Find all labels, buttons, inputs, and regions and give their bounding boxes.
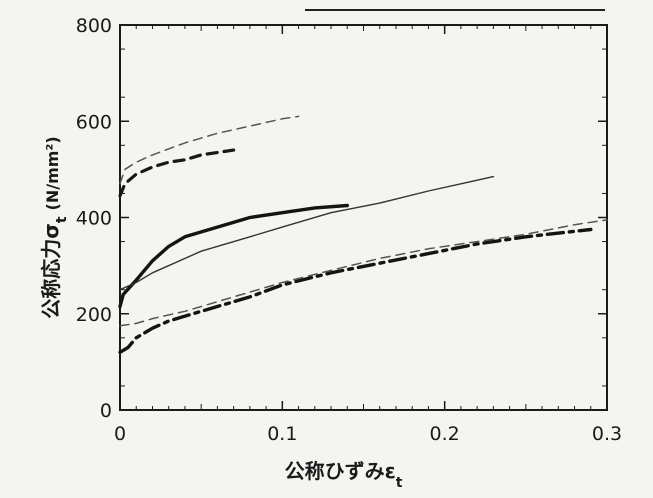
y-tick-label-0: 0	[100, 400, 112, 422]
y-axis-label-unit: (N/mm²)	[43, 136, 62, 210]
x-tick-label-1: 0.1	[267, 423, 297, 445]
series-line-2	[119, 175, 495, 291]
x-axis-label-text: 公称ひずみε	[285, 459, 396, 483]
ticks-layer: 0 200 400 600 800 0 0.1 0.2 0.3	[76, 15, 622, 445]
series-line-3	[119, 115, 300, 185]
x-tick-label-3: 0.3	[592, 423, 622, 445]
x-tick-label-0: 0	[114, 423, 126, 445]
plot-frame	[119, 24, 608, 411]
x-axis-label-subscript: t	[396, 475, 403, 491]
y-axis-label-subscript: t	[54, 216, 70, 223]
y-tick-label-400: 400	[76, 208, 112, 230]
y-axis-label: 公称応力σt (N/mm²)	[39, 136, 70, 319]
x-tick-label-2: 0.2	[430, 423, 460, 445]
y-tick-label-600: 600	[76, 111, 112, 133]
y-axis-label-text: 公称応力σ	[39, 223, 63, 319]
y-tick-label-200: 200	[76, 304, 112, 326]
series-line-6	[119, 219, 608, 327]
series-line-5	[118, 227, 593, 354]
series-layer	[118, 115, 608, 354]
series-line-4	[118, 148, 236, 198]
x-axis-label: 公称ひずみεt	[285, 459, 403, 491]
y-tick-label-800: 800	[76, 15, 112, 37]
series-line-1	[118, 203, 349, 309]
